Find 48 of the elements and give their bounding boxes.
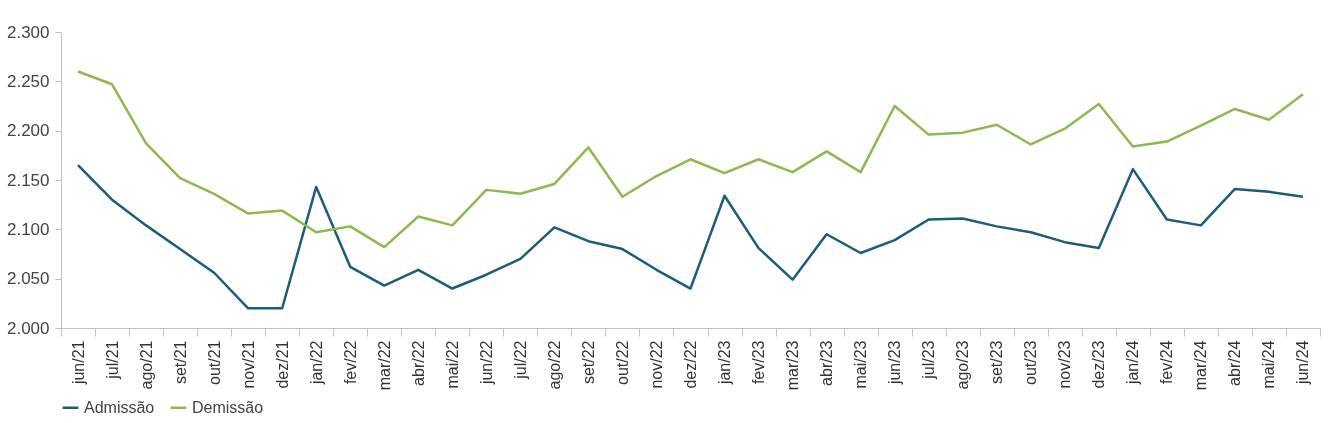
x-tick-label: nov/21 <box>239 340 257 389</box>
x-tick-label: abr/22 <box>409 340 427 386</box>
x-tick-label: dez/23 <box>1090 340 1108 389</box>
x-tick-label: mar/22 <box>375 340 393 391</box>
y-tick-label: 2.250 <box>6 71 50 91</box>
y-tick-label: 2.300 <box>6 22 50 42</box>
x-tick-label: set/21 <box>171 340 189 385</box>
x-tick-label: ago/21 <box>137 340 155 390</box>
x-tick-label: fev/23 <box>750 340 768 385</box>
x-tick-label: jan/22 <box>307 340 325 386</box>
x-tick-label: nov/22 <box>647 340 665 389</box>
line-series <box>76 163 1305 310</box>
y-tick-label: 2.150 <box>6 170 50 190</box>
legend-label: Admissão <box>84 398 155 416</box>
y-tick-label: 2.200 <box>6 121 50 141</box>
x-tick-label: set/23 <box>988 340 1006 385</box>
x-tick-label: set/22 <box>579 340 597 385</box>
x-tick-label: mar/24 <box>1192 340 1210 391</box>
x-tick-label: dez/21 <box>273 340 291 389</box>
y-tick-label: 2.100 <box>6 219 50 239</box>
x-tick-label: jul/22 <box>511 340 529 380</box>
legend-label: Demissão <box>192 398 264 416</box>
x-tick-label: ago/23 <box>954 340 972 390</box>
x-tick-label: dez/22 <box>682 340 699 389</box>
x-tick-label: out/21 <box>205 340 223 385</box>
x-tick-label: out/23 <box>1022 340 1040 385</box>
x-tick-label: jun/24 <box>1294 340 1312 386</box>
x-tick-label: out/22 <box>613 340 631 385</box>
x-tick-label: mai/23 <box>852 340 870 389</box>
x-tick-label: mar/23 <box>784 340 802 391</box>
x-tick-label: jun/22 <box>477 340 495 386</box>
x-tick-label: ago/22 <box>545 340 563 390</box>
x-tick-label: abr/23 <box>818 340 836 386</box>
x-tick-label: jan/24 <box>1124 340 1142 386</box>
y-tick-label: 2.050 <box>6 269 50 289</box>
x-tick-label: fev/24 <box>1158 340 1176 385</box>
x-tick-label: mai/24 <box>1260 340 1278 389</box>
x-tick-label: abr/24 <box>1226 340 1244 386</box>
x-tick-label: nov/23 <box>1056 340 1074 389</box>
x-tick-label: jun/21 <box>69 340 87 386</box>
x-tick-label: jul/21 <box>103 340 121 380</box>
x-tick-label: fev/22 <box>341 340 359 385</box>
x-tick-label: jul/23 <box>920 340 938 380</box>
x-tick-label: jan/23 <box>716 340 734 386</box>
line-series <box>76 70 1305 249</box>
x-tick-label: jun/23 <box>886 340 904 386</box>
y-tick-label: 2.000 <box>6 318 50 338</box>
x-tick-label: mai/22 <box>443 340 461 389</box>
